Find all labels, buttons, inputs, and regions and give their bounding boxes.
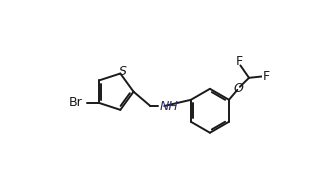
Text: Br: Br bbox=[69, 96, 83, 109]
Text: NH: NH bbox=[159, 100, 178, 112]
Text: S: S bbox=[119, 65, 126, 78]
Text: O: O bbox=[234, 82, 243, 95]
Text: F: F bbox=[235, 55, 242, 69]
Text: F: F bbox=[263, 70, 270, 83]
